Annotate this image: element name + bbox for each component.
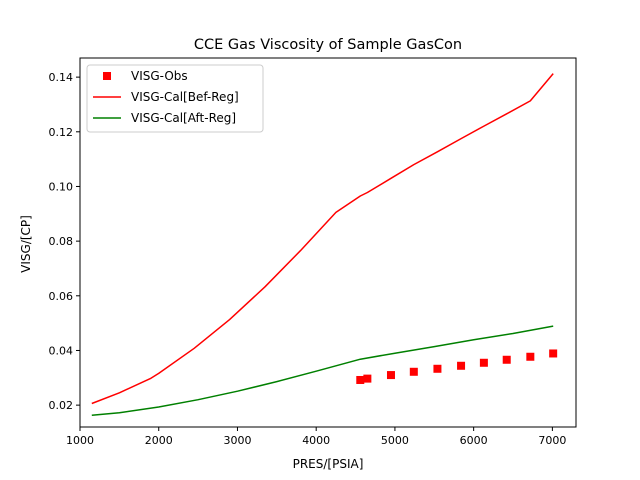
x-tick-label: 1000 bbox=[66, 434, 94, 447]
data-point bbox=[457, 361, 466, 370]
x-tick-label: 4000 bbox=[302, 434, 330, 447]
legend-box bbox=[86, 64, 264, 133]
legend-swatch-0 bbox=[103, 72, 111, 80]
axes-frame bbox=[79, 57, 577, 428]
data-point bbox=[386, 371, 395, 380]
x-tick-label: 2000 bbox=[145, 434, 173, 447]
y-axis: 0.02 0.04 0.06 0.08 0.10 0.12 0.14 bbox=[49, 71, 80, 412]
data-point bbox=[363, 374, 372, 383]
data-point bbox=[409, 367, 418, 376]
data-point bbox=[479, 358, 488, 367]
x-tick-label: 6000 bbox=[460, 434, 488, 447]
x-tick-label: 7000 bbox=[538, 434, 566, 447]
legend: VISG-Obs VISG-Cal[Bef-Reg] VISG-Cal[Aft-Re… bbox=[86, 64, 264, 133]
data-point bbox=[433, 364, 442, 373]
series-line-1 bbox=[91, 73, 554, 405]
y-tick-label: 0.06 bbox=[49, 290, 74, 303]
data-point bbox=[526, 352, 535, 361]
data-point bbox=[356, 375, 365, 384]
y-tick-label: 0.08 bbox=[49, 235, 74, 248]
y-tick-label: 0.04 bbox=[49, 344, 74, 357]
x-axis-label: PRES/[PSIA] bbox=[293, 457, 364, 471]
plot-area bbox=[91, 73, 558, 416]
data-point bbox=[549, 349, 558, 358]
y-tick-label: 0.10 bbox=[49, 180, 74, 193]
legend-label-1: VISG-Cal[Bef-Reg] bbox=[131, 90, 239, 104]
y-tick-label: 0.14 bbox=[49, 71, 74, 84]
data-point bbox=[502, 355, 511, 364]
x-tick-label: 5000 bbox=[381, 434, 409, 447]
x-tick-label: 3000 bbox=[223, 434, 251, 447]
series-line-2 bbox=[91, 325, 554, 416]
y-axis-label: VISG/[CP] bbox=[19, 215, 33, 273]
legend-label-2: VISG-Cal[Aft-Reg] bbox=[131, 111, 236, 125]
legend-label-0: VISG-Obs bbox=[131, 69, 188, 83]
y-tick-label: 0.12 bbox=[49, 126, 74, 139]
y-tick-label: 0.02 bbox=[49, 399, 74, 412]
x-axis: 1000 2000 3000 4000 5000 6000 7000 bbox=[66, 427, 566, 447]
chart-title: CCE Gas Viscosity of Sample GasCon bbox=[194, 37, 462, 53]
